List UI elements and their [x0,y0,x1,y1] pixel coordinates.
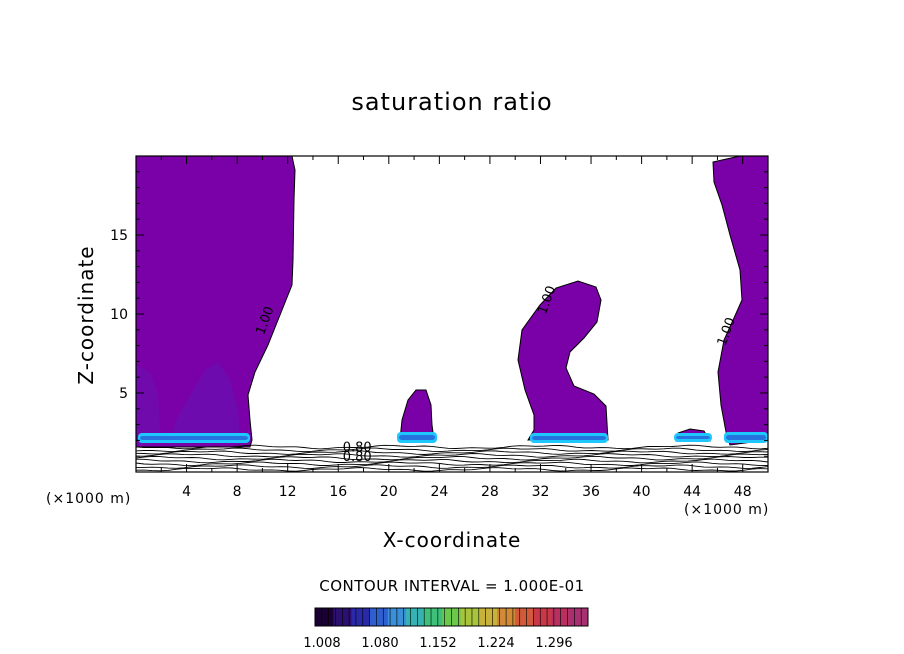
colorbar-segment [460,608,480,626]
contour-line [135,455,768,461]
colorbar-segment [515,608,534,626]
x-tick-label: 44 [683,484,701,500]
contour-line [135,467,769,472]
colorbar-tick-label: 1.008 [303,636,340,651]
colorbar-segment [478,608,498,626]
saturated-region [712,155,769,446]
colorbar-segment [569,608,589,626]
x-tick-label: 24 [430,484,448,500]
x-tick-label: 12 [279,484,297,500]
colorbar-tick-label: 1.296 [535,636,572,651]
chart-title: saturation ratio [351,88,553,116]
saturation-fill-regions [135,155,769,448]
contour-line [135,447,769,453]
contour-line [135,461,769,467]
contour-line [136,453,769,458]
y-tick-label: 5 [119,386,128,402]
inner-shading [136,365,160,445]
x-tick-label: 40 [633,484,651,500]
y-axis-label: Z-coordinate [74,245,98,385]
saturation-peak-core [726,435,766,440]
colorbar-segment [533,608,553,626]
contour-label: 0.80 [343,440,372,455]
saturation-peak-core [399,435,435,440]
x-tick-label: 32 [532,484,550,500]
contour-label: 0.80 [343,450,372,465]
saturated-region [135,155,296,448]
x-tick-label: 28 [481,484,499,500]
x-axis-unit-left: (×1000 m) [46,491,132,507]
colorbar-segment [406,608,425,626]
colorbar-segment [369,608,389,626]
contour-line [135,450,769,455]
colorbar-tick-label: 1.224 [477,636,514,651]
saturation-peak-core [140,436,248,440]
x-tick-label: 16 [329,484,347,500]
x-tick-label: 36 [582,484,600,500]
contour-line [135,458,769,464]
colorbar-segment [424,608,443,626]
contour-line [135,444,769,450]
colorbar-segment [315,608,334,626]
x-axis-label: X-coordinate [382,528,522,552]
colorbar-frame [314,607,589,627]
colorbar-segment [351,608,371,626]
x-tick-label: 48 [734,484,752,500]
contour-line [135,464,769,469]
x-tick-label: 20 [380,484,398,500]
colorbar-tick-label: 1.080 [361,636,398,651]
colorbar-tick-label: 1.152 [419,636,456,651]
contour-labels: 1.001.001.000.800.80 [253,284,738,465]
y-tick-label: 15 [110,228,128,244]
saturated-region [517,280,609,441]
x-tick-label: 4 [182,484,191,500]
x-tick-label: 8 [233,484,242,500]
colorbar: 1.008 1.080 1.152 1.224 1.296 [303,607,589,651]
saturation-peak-core [532,436,606,440]
inner-shading [170,362,240,445]
y-tick-label: 10 [110,307,128,323]
contour-lines [135,444,769,472]
saturation-peak-core [676,436,710,439]
contour-interval-label: CONTOUR INTERVAL = 1.000E-01 [319,577,585,595]
x-axis-unit-right: (×1000 m) [684,502,770,518]
